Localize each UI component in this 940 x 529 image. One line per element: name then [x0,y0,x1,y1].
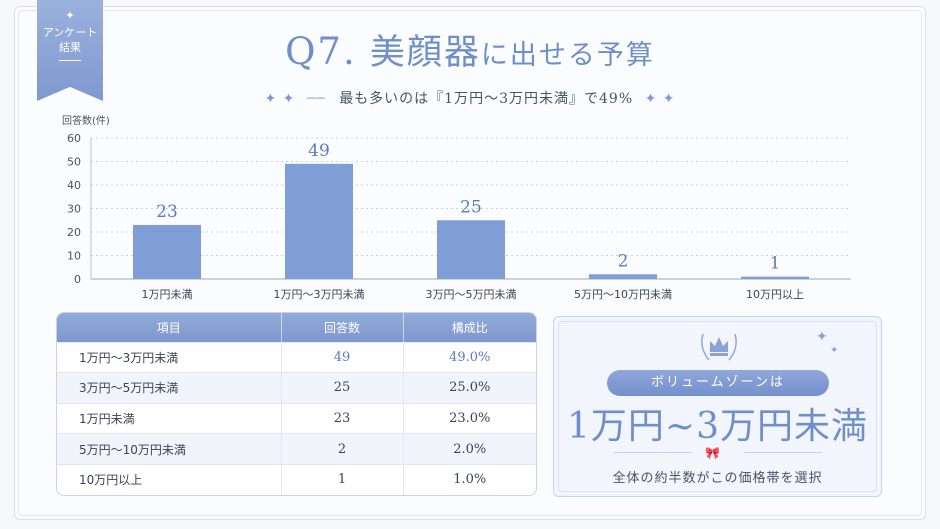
crown-laurel-icon [701,333,737,361]
ribbon-line1: アンケート [42,26,98,39]
survey-ribbon: ✦ アンケート 結果 [37,0,103,101]
sparkle-icon: ✦ ✦ [644,91,676,107]
row-item: 3万円～5万円未満 [57,372,282,404]
title-rest: に出せる予算 [480,40,655,71]
question-number: Q7. [285,30,357,73]
x-tick-label: 10万円以上 [746,288,804,301]
subtitle-dash: ── [306,91,326,107]
x-tick-label: 1万円未満 [142,288,193,301]
row-item: 5万円～10万円未満 [57,433,282,465]
row-item: 1万円未満 [57,403,282,434]
subtitle-text: 最も多いのは『1万円～3万円未満』で49% [339,91,634,107]
bar [285,163,353,279]
row-item: 1万円～3万円未満 [57,342,282,373]
bar-chart: 回答数(件) 0 10 20 30 40 50 60 23 1万円未満 49 1万円～3万円未満 25 3… [62,114,851,301]
data-label: 1 [770,254,781,274]
row-count: 23 [281,403,404,434]
x-tick-label: 3万円～5万円未満 [426,288,517,301]
title-main: 美顔器 [369,33,481,73]
row-count: 2 [281,433,404,465]
bar [589,274,657,279]
row-count: 49 [281,342,404,373]
y-tick-label: 60 [67,132,81,145]
table-header-row: 項目 回答数 構成比 [57,313,536,342]
sparkle-icon: ✦ [65,9,75,22]
row-ratio: 2.0% [453,441,487,457]
ribbon-bow-icon: 🎀 [705,446,720,460]
volume-zone-pill: ボリュームゾーンは [607,370,829,396]
table-row: 3万円～5万円未満 25 25.0% [57,372,536,404]
volume-zone-card: ✦ ✦ ボリュームゾーンは 1万円~3万円未満 🎀 全体の約半数がこの価格帯を選… [553,316,882,497]
y-tick-label: 40 [67,179,81,192]
bar [437,220,505,279]
ribbon-line2: 結果 [59,41,81,54]
header-ratio: 構成比 [451,320,488,335]
y-tick-label: 10 [67,250,81,263]
ribbon-divider [59,60,81,61]
sparkle-icon: ✦ ✦ [264,91,296,107]
row-ratio: 1.0% [453,472,487,488]
row-count: 25 [281,372,404,404]
row-ratio: 23.0% [449,410,491,426]
x-tick-label: 1万円～3万円未満 [274,288,365,301]
data-label: 25 [460,197,482,217]
results-table: 項目 回答数 構成比 1万円～3万円未満 49 49.0% 3万円～5万円未満 … [56,312,537,496]
table-row: 10万円以上 1 1.0% [57,464,536,495]
row-item: 10万円以上 [57,464,282,495]
divider-left [614,452,692,453]
data-label: 49 [308,141,330,161]
row-ratio: 25.0% [449,380,491,396]
x-tick-label: 5万円～10万円未満 [574,288,672,301]
data-label: 2 [618,251,629,271]
table-row: 1万円～3万円未満 49 49.0% [57,342,536,373]
y-tick-label: 30 [67,203,81,216]
divider-right [744,452,822,453]
y-tick-label: 20 [67,226,81,239]
volume-zone-value: 1万円~3万円未満 [567,406,868,447]
row-ratio: 49.0% [449,349,491,365]
sparkle-icon: ✦ [816,329,828,345]
header-count: 回答数 [281,313,404,342]
subtitle: ✦ ✦ ── 最も多いのは『1万円～3万円未満』で49% ✦ ✦ [0,88,940,108]
y-tick-label: 50 [67,156,81,169]
card-inner-border [558,321,877,492]
table-row: 1万円未満 23 23.0% [57,403,536,434]
data-label: 23 [156,202,178,222]
volume-zone-caption: 全体の約半数がこの価格帯を選択 [612,471,823,486]
sparkle-icon: ✦ [830,345,839,356]
bar [741,276,809,279]
row-count: 1 [281,464,404,495]
header-item: 項目 [57,313,282,342]
table-row: 5万円～10万円未満 2 2.0% [57,433,536,465]
y-axis-label: 回答数(件) [62,114,110,127]
bar [133,224,201,279]
y-tick-label: 0 [74,273,81,286]
page-title: Q7. 美顔器に出せる予算 [0,24,940,75]
